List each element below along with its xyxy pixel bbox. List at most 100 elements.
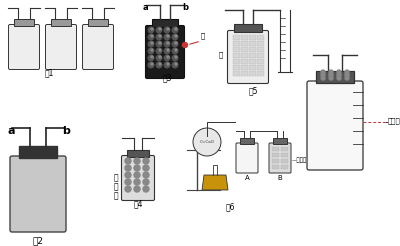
Circle shape [143,172,149,178]
Bar [257,35,264,40]
Circle shape [193,128,221,156]
Bar [273,138,287,144]
Circle shape [167,28,169,30]
Circle shape [172,55,178,61]
Circle shape [167,35,169,37]
Circle shape [159,28,161,30]
Text: 图3: 图3 [162,73,172,82]
Text: 水: 水 [219,52,223,58]
Bar [241,41,248,46]
Bar [241,59,248,64]
Text: 蒸馏水: 蒸馏水 [388,118,400,124]
Bar [240,138,254,144]
Bar [249,65,256,70]
Text: 浓
硫
酸: 浓 硫 酸 [114,173,118,200]
Circle shape [125,165,131,171]
Bar [272,165,279,169]
FancyBboxPatch shape [236,143,258,173]
Circle shape [167,63,169,65]
Circle shape [125,186,131,192]
Circle shape [148,27,154,33]
Text: b: b [182,2,188,12]
Circle shape [151,63,153,65]
Circle shape [151,49,153,51]
Circle shape [156,48,162,54]
Circle shape [337,76,341,80]
FancyBboxPatch shape [146,26,184,78]
Circle shape [125,179,131,185]
Circle shape [164,55,170,61]
Text: a: a [7,126,15,136]
Circle shape [134,179,140,185]
Circle shape [159,35,161,37]
Bar [241,53,248,58]
Circle shape [164,62,170,68]
Circle shape [164,27,170,33]
FancyBboxPatch shape [82,25,114,70]
Bar [257,65,264,70]
Bar [281,147,288,151]
Circle shape [151,56,153,58]
Circle shape [143,158,149,164]
Bar [316,71,354,83]
Circle shape [172,34,178,40]
Bar [257,47,264,52]
Bar [233,59,240,64]
Bar [51,19,71,26]
Bar [241,71,248,76]
Text: b: b [62,126,70,136]
Circle shape [329,70,333,74]
Circle shape [337,70,341,74]
FancyBboxPatch shape [122,155,154,200]
Circle shape [321,70,325,74]
Circle shape [156,34,162,40]
Bar [249,59,256,64]
Bar [88,19,108,26]
Circle shape [156,41,162,47]
Text: B: B [278,175,282,181]
Bar [281,165,288,169]
Bar [241,65,248,70]
Circle shape [151,42,153,44]
Circle shape [125,172,131,178]
Circle shape [134,172,140,178]
Circle shape [345,76,349,80]
Circle shape [156,55,162,61]
Circle shape [164,41,170,47]
Bar [257,41,264,46]
Circle shape [182,43,188,47]
Bar [233,47,240,52]
Bar [152,19,178,27]
Circle shape [175,42,177,44]
FancyBboxPatch shape [269,143,291,173]
Circle shape [156,27,162,33]
Circle shape [175,49,177,51]
Bar [272,159,279,163]
Circle shape [167,56,169,58]
Circle shape [175,56,177,58]
Bar [249,47,256,52]
Circle shape [172,62,178,68]
Circle shape [148,48,154,54]
Bar [249,71,256,76]
Text: 水: 水 [201,32,205,39]
Circle shape [159,56,161,58]
Text: 图4: 图4 [133,199,143,208]
Circle shape [175,63,177,65]
Bar [233,71,240,76]
Bar [249,35,256,40]
Circle shape [167,42,169,44]
Bar [19,146,57,158]
Bar [233,35,240,40]
Bar [241,47,248,52]
Circle shape [148,34,154,40]
Bar [249,53,256,58]
FancyBboxPatch shape [10,156,66,232]
Text: 图2: 图2 [32,236,44,245]
Bar [233,65,240,70]
Text: A: A [245,175,249,181]
Bar [272,147,279,151]
Bar [233,41,240,46]
Bar [257,53,264,58]
Circle shape [175,28,177,30]
